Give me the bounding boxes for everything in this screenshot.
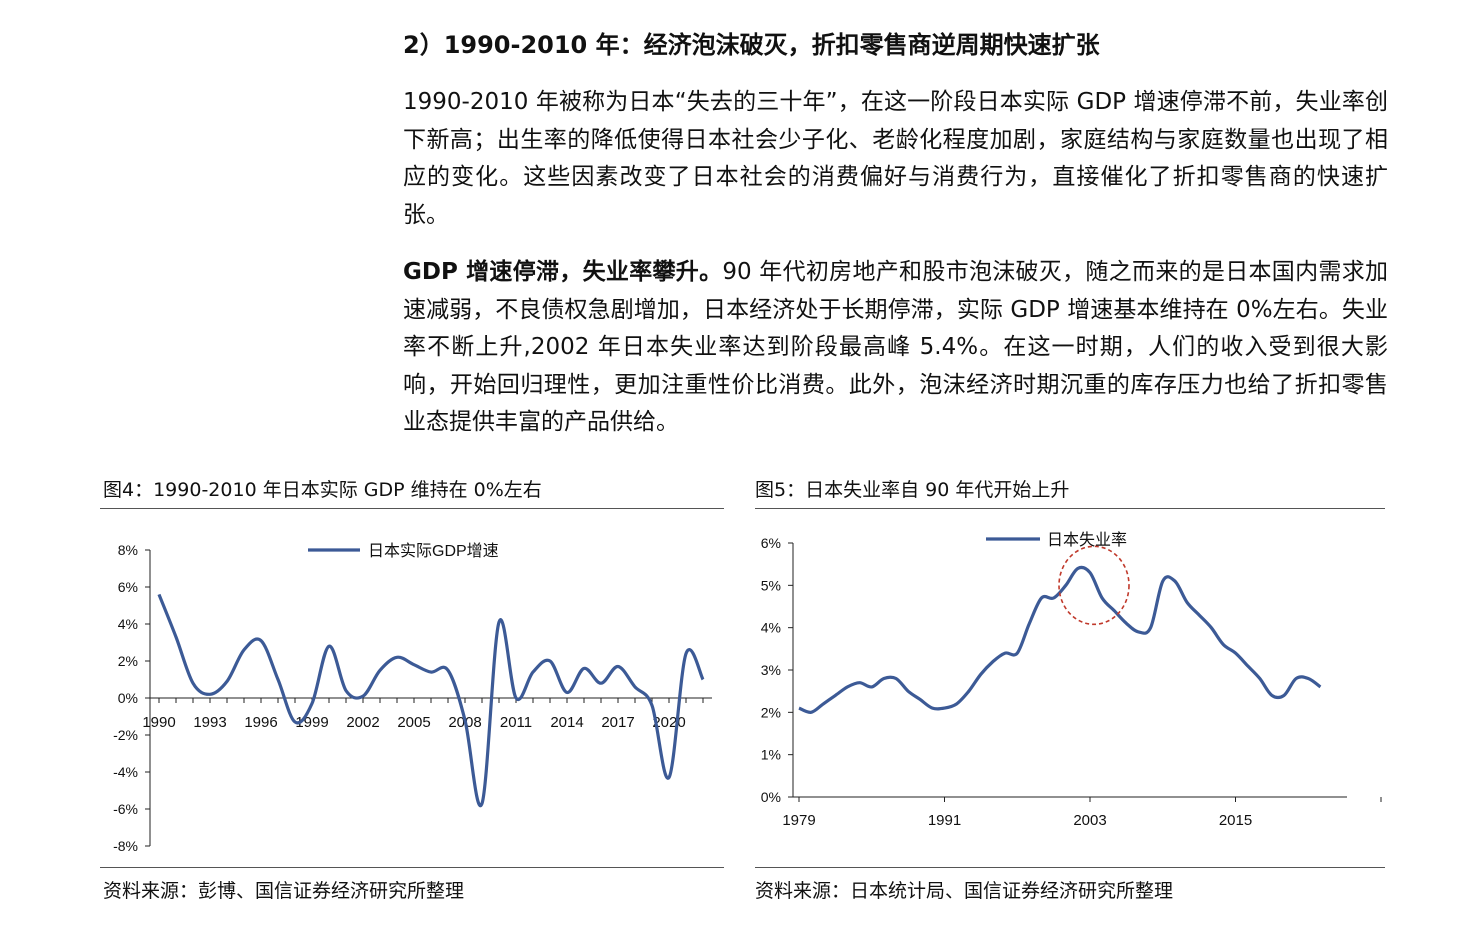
- y-tick-label: 1%: [761, 747, 781, 763]
- y-tick-label: 4%: [761, 620, 781, 636]
- x-tick-label: 2015: [1219, 812, 1252, 829]
- x-tick-label: 2003: [1073, 812, 1106, 829]
- legend-label: 日本失业率: [1047, 531, 1127, 549]
- y-tick-label: 0%: [761, 789, 781, 805]
- y-tick-label: 6%: [761, 535, 781, 551]
- y-tick-label: 5%: [761, 577, 781, 593]
- x-tick-label: 1991: [928, 812, 961, 829]
- y-tick-label: 2%: [761, 704, 781, 720]
- y-tick-label: 3%: [761, 662, 781, 678]
- x-tick-label: 1979: [782, 812, 815, 829]
- peak-highlight-circle: [1059, 546, 1129, 624]
